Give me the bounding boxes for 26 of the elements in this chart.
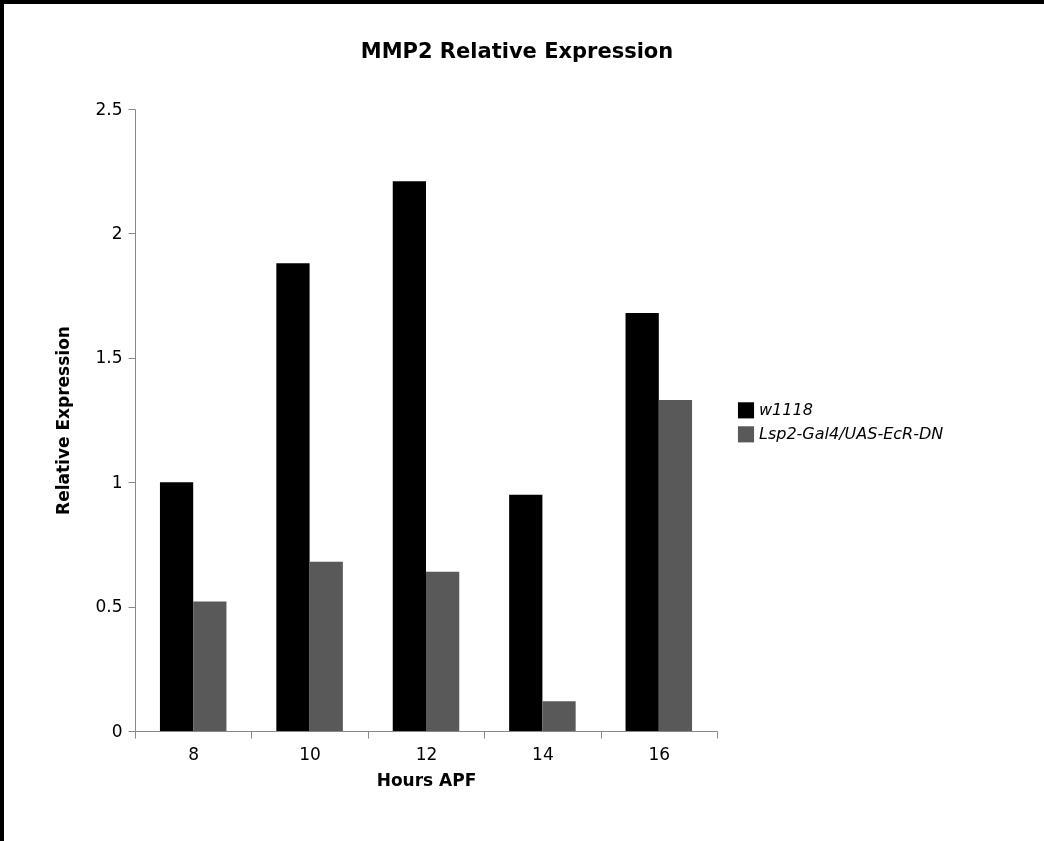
chart-title: MMP2 Relative Expression bbox=[360, 39, 674, 63]
x-tick-label: 16 bbox=[648, 743, 671, 764]
bar bbox=[625, 313, 659, 731]
y-axis-title: Relative Expression bbox=[53, 326, 74, 515]
legend-label: Lsp2-Gal4/UAS-EcR-DN bbox=[759, 424, 944, 444]
legend-label: w1118 bbox=[759, 400, 813, 420]
bar bbox=[509, 494, 543, 731]
x-axis-title: Hours APF bbox=[376, 769, 477, 790]
bar bbox=[426, 571, 460, 731]
x-tick-label: 10 bbox=[299, 743, 321, 764]
bar bbox=[159, 482, 194, 731]
x-tick-label: 14 bbox=[532, 743, 554, 764]
y-tick-label: 2 bbox=[111, 222, 123, 243]
x-tick-label: 8 bbox=[188, 743, 200, 764]
y-tick-label: 1 bbox=[111, 471, 123, 492]
bar bbox=[392, 181, 426, 731]
y-tick-label: 1.5 bbox=[95, 347, 123, 368]
x-tick-label: 12 bbox=[415, 743, 438, 764]
y-tick-label: 0.5 bbox=[95, 596, 123, 617]
bar bbox=[193, 601, 227, 731]
y-tick-label: 0 bbox=[111, 720, 123, 741]
bar bbox=[658, 400, 693, 731]
bar bbox=[542, 701, 576, 731]
bar bbox=[309, 561, 343, 731]
y-tick-label: 2.5 bbox=[95, 98, 123, 119]
bar bbox=[276, 263, 310, 731]
